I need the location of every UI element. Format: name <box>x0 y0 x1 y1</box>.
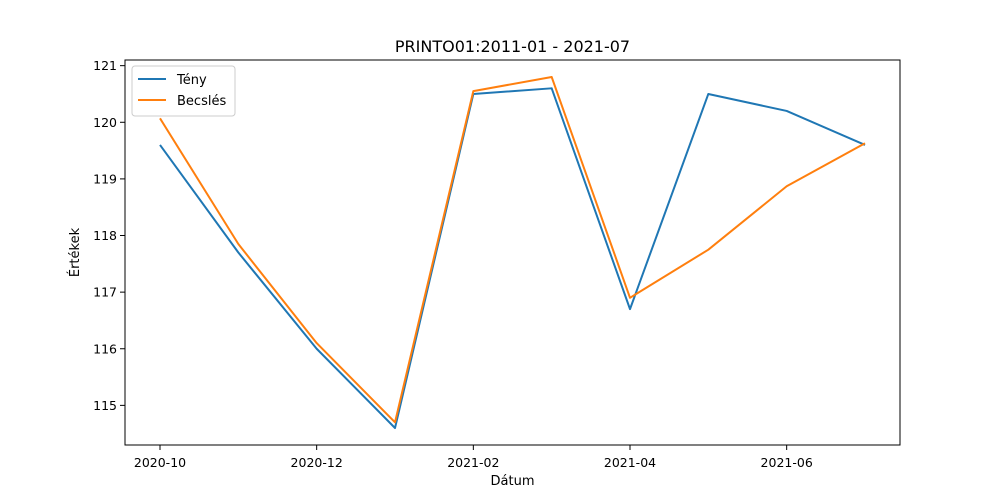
legend-label-becsles: Becslés <box>177 94 226 109</box>
x-axis-label: Dátum <box>491 474 535 489</box>
x-axis-ticks: 2020-10 2020-12 2021-02 2021-04 2021-06 <box>134 445 813 470</box>
y-tick-label: 117 <box>93 285 117 300</box>
y-axis-ticks: 115 116 117 118 119 120 121 <box>93 58 125 413</box>
plot-frame <box>124 59 901 446</box>
series-layer <box>159 75 866 430</box>
x-tick-label: 2020-12 <box>291 455 343 470</box>
plot-area <box>125 60 900 445</box>
y-tick-label: 116 <box>93 341 117 356</box>
y-tick-label: 115 <box>93 398 117 413</box>
y-tick-label: 118 <box>93 228 117 243</box>
series-line-becsles <box>159 75 866 424</box>
y-axis-label: Értékek <box>67 227 83 277</box>
y-tick-label: 120 <box>93 115 117 130</box>
legend-label-teny: Tény <box>176 73 207 88</box>
y-tick-label: 121 <box>93 58 117 73</box>
series-line-teny <box>159 87 866 430</box>
x-tick-label: 2021-04 <box>604 455 656 470</box>
legend: Tény Becslés <box>131 65 236 117</box>
x-tick-label: 2021-02 <box>447 455 499 470</box>
chart-title: PRINTO01:2011-01 - 2021-07 <box>395 37 630 56</box>
y-tick-label: 119 <box>93 171 117 186</box>
x-tick-label: 2020-10 <box>134 455 186 470</box>
x-tick-label: 2021-06 <box>761 455 813 470</box>
